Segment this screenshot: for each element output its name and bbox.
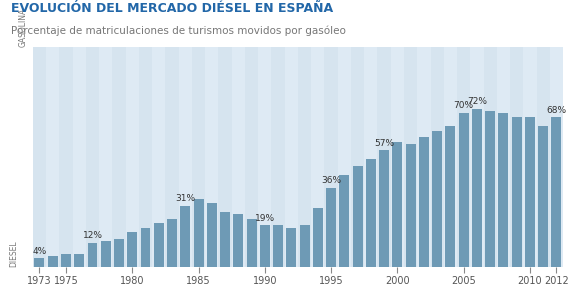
Bar bbox=[245, 47, 258, 267]
Bar bbox=[551, 117, 562, 267]
Bar bbox=[140, 228, 151, 267]
Bar bbox=[550, 47, 563, 267]
Text: 57%: 57% bbox=[374, 139, 394, 148]
Bar bbox=[273, 225, 283, 267]
Text: GASOLINA: GASOLINA bbox=[18, 8, 27, 47]
Bar bbox=[86, 47, 99, 267]
Bar bbox=[125, 47, 139, 267]
Bar bbox=[73, 47, 86, 267]
Bar bbox=[337, 47, 351, 267]
Bar bbox=[457, 47, 470, 267]
Bar bbox=[205, 47, 218, 267]
Bar bbox=[499, 113, 508, 267]
Bar bbox=[220, 212, 230, 267]
Bar bbox=[459, 113, 469, 267]
Bar bbox=[179, 47, 192, 267]
Bar bbox=[231, 47, 245, 267]
Bar bbox=[233, 214, 244, 267]
Text: Porcentaje de matriculaciones de turismos movidos por gasóleo: Porcentaje de matriculaciones de turismo… bbox=[11, 26, 346, 36]
Bar bbox=[311, 47, 324, 267]
Bar bbox=[417, 47, 430, 267]
Bar bbox=[432, 130, 442, 267]
Text: 19%: 19% bbox=[255, 214, 275, 223]
Bar bbox=[272, 47, 285, 267]
Bar bbox=[472, 108, 482, 267]
Text: DIESEL: DIESEL bbox=[9, 241, 18, 267]
Bar bbox=[391, 47, 404, 267]
Text: 72%: 72% bbox=[467, 97, 487, 106]
Bar bbox=[286, 228, 296, 267]
Bar bbox=[152, 47, 166, 267]
Bar bbox=[101, 241, 111, 267]
Bar bbox=[538, 126, 548, 267]
Bar bbox=[444, 47, 457, 267]
Bar bbox=[404, 47, 417, 267]
Bar bbox=[324, 47, 337, 267]
Bar bbox=[419, 137, 429, 267]
Bar bbox=[34, 259, 45, 267]
Text: 12%: 12% bbox=[83, 231, 103, 240]
Bar bbox=[536, 47, 550, 267]
Bar bbox=[351, 47, 364, 267]
Bar bbox=[180, 206, 190, 267]
Text: 4%: 4% bbox=[32, 247, 46, 256]
Bar bbox=[497, 47, 510, 267]
Bar bbox=[74, 254, 84, 267]
Bar bbox=[194, 199, 203, 267]
Bar bbox=[88, 243, 97, 267]
Bar bbox=[61, 254, 71, 267]
Bar bbox=[260, 225, 270, 267]
Bar bbox=[484, 47, 497, 267]
Text: 36%: 36% bbox=[321, 176, 341, 185]
Bar bbox=[523, 47, 536, 267]
Bar bbox=[366, 159, 376, 267]
Bar bbox=[364, 47, 378, 267]
Bar bbox=[114, 239, 124, 267]
Bar bbox=[139, 47, 152, 267]
Bar bbox=[192, 47, 205, 267]
Bar bbox=[525, 117, 535, 267]
Bar bbox=[485, 111, 495, 267]
Bar bbox=[112, 47, 125, 267]
Text: EVOLUCIÓN DEL MERCADO DIÉSEL EN ESPAÑA: EVOLUCIÓN DEL MERCADO DIÉSEL EN ESPAÑA bbox=[11, 2, 333, 14]
Text: 70%: 70% bbox=[454, 101, 474, 110]
Bar bbox=[48, 256, 58, 267]
Bar bbox=[298, 47, 311, 267]
Bar bbox=[99, 47, 112, 267]
Bar bbox=[154, 223, 164, 267]
Text: 68%: 68% bbox=[547, 106, 567, 115]
Bar bbox=[60, 47, 73, 267]
Bar bbox=[512, 117, 521, 267]
Text: 31%: 31% bbox=[175, 194, 195, 203]
Bar bbox=[339, 175, 350, 267]
Bar bbox=[378, 47, 391, 267]
Bar bbox=[207, 203, 217, 267]
Bar bbox=[166, 47, 179, 267]
Bar bbox=[510, 47, 523, 267]
Bar bbox=[246, 219, 257, 267]
Bar bbox=[379, 150, 389, 267]
Bar bbox=[406, 144, 415, 267]
Bar bbox=[393, 142, 402, 267]
Bar bbox=[127, 232, 137, 267]
Bar bbox=[313, 208, 323, 267]
Bar bbox=[470, 47, 484, 267]
Bar bbox=[218, 47, 231, 267]
Bar bbox=[33, 47, 46, 267]
Bar bbox=[430, 47, 444, 267]
Bar bbox=[46, 47, 60, 267]
Bar bbox=[167, 219, 177, 267]
Bar bbox=[300, 225, 309, 267]
Bar bbox=[445, 126, 456, 267]
Bar bbox=[258, 47, 272, 267]
Bar bbox=[326, 188, 336, 267]
Bar bbox=[352, 166, 363, 267]
Bar bbox=[285, 47, 298, 267]
